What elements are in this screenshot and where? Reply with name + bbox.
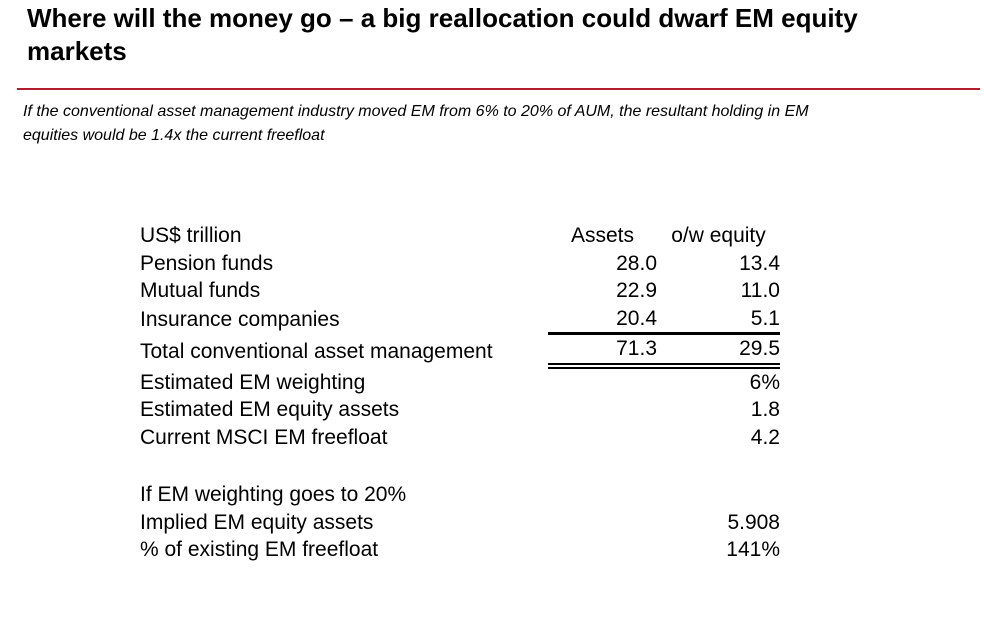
- row-label: % of existing EM freefloat: [140, 538, 379, 561]
- page-title: Where will the money go – a big realloca…: [27, 3, 858, 66]
- assets-value: [548, 396, 657, 424]
- assets-value: 28.0: [616, 251, 657, 275]
- row-label: Mutual funds: [140, 279, 261, 302]
- assets-value: 22.9: [616, 279, 657, 302]
- assets-value: [548, 509, 657, 537]
- asset-management-table: US$ trillion Assets o/w equity Pension f…: [140, 222, 780, 564]
- table-row-pct-of-existing-em-freefloat: % of existing EM freefloat 141%: [140, 536, 780, 564]
- equity-value: 5.908: [727, 510, 780, 534]
- equity-value: 11.0: [740, 279, 780, 302]
- table-row-implied-em-equity-assets: Implied EM equity assets 5.908: [140, 509, 780, 537]
- equity-value: 5.1: [750, 306, 780, 330]
- equity-value: 29.5: [657, 332, 780, 369]
- row-label: Implied EM equity assets: [140, 510, 374, 534]
- row-label: Estimated EM equity assets: [140, 398, 400, 421]
- table-row-total-conventional: Total conventional asset management 71.3…: [140, 332, 780, 369]
- row-label: If EM weighting goes to 20%: [140, 483, 407, 506]
- row-label: Total conventional asset management: [140, 340, 493, 363]
- table-header-row: US$ trillion Assets o/w equity: [140, 222, 780, 250]
- equity-value: 1.8: [750, 398, 780, 421]
- table-row-if-em-weighting-20pct: If EM weighting goes to 20%: [140, 451, 780, 509]
- table-row-current-msci-em-freefloat: Current MSCI EM freefloat 4.2: [140, 424, 780, 452]
- equity-value: 6%: [749, 370, 780, 394]
- row-label: Pension funds: [140, 251, 274, 275]
- assets-value: [548, 451, 657, 509]
- assets-value: 71.3: [548, 332, 657, 369]
- equity-value: 4.2: [750, 425, 780, 449]
- table-row-pension-funds: Pension funds 28.0 13.4: [140, 250, 780, 278]
- title-divider-rule: [17, 88, 980, 90]
- table-row-insurance-companies: Insurance companies 20.4 5.1: [140, 305, 780, 334]
- equity-value: 13.4: [739, 251, 780, 275]
- table-header: US$ trillion Assets o/w equity: [140, 222, 780, 250]
- assets-value: [548, 424, 657, 452]
- table-row-estimated-em-weighting: Estimated EM weighting 6%: [140, 366, 780, 397]
- table-row-mutual-funds: Mutual funds 22.9 11.0: [140, 277, 780, 305]
- col-header-us-trillion: US$ trillion: [140, 224, 242, 247]
- assets-value: [548, 536, 657, 564]
- subtitle-quote: If the conventional asset management ind…: [23, 103, 809, 144]
- col-header-ow-equity: o/w equity: [671, 224, 766, 247]
- assets-value: [548, 366, 657, 397]
- col-header-assets: Assets: [570, 224, 635, 247]
- row-label: Current MSCI EM freefloat: [140, 425, 388, 449]
- assets-value: 20.4: [616, 306, 657, 330]
- table-row-estimated-em-equity-assets: Estimated EM equity assets 1.8: [140, 396, 780, 424]
- equity-value: 141%: [726, 538, 780, 561]
- table-body: Pension funds 28.0 13.4 Mutual funds 22.…: [140, 250, 780, 564]
- row-label: Insurance companies: [140, 308, 340, 331]
- row-label: Estimated EM weighting: [140, 370, 366, 394]
- equity-value: [657, 451, 780, 509]
